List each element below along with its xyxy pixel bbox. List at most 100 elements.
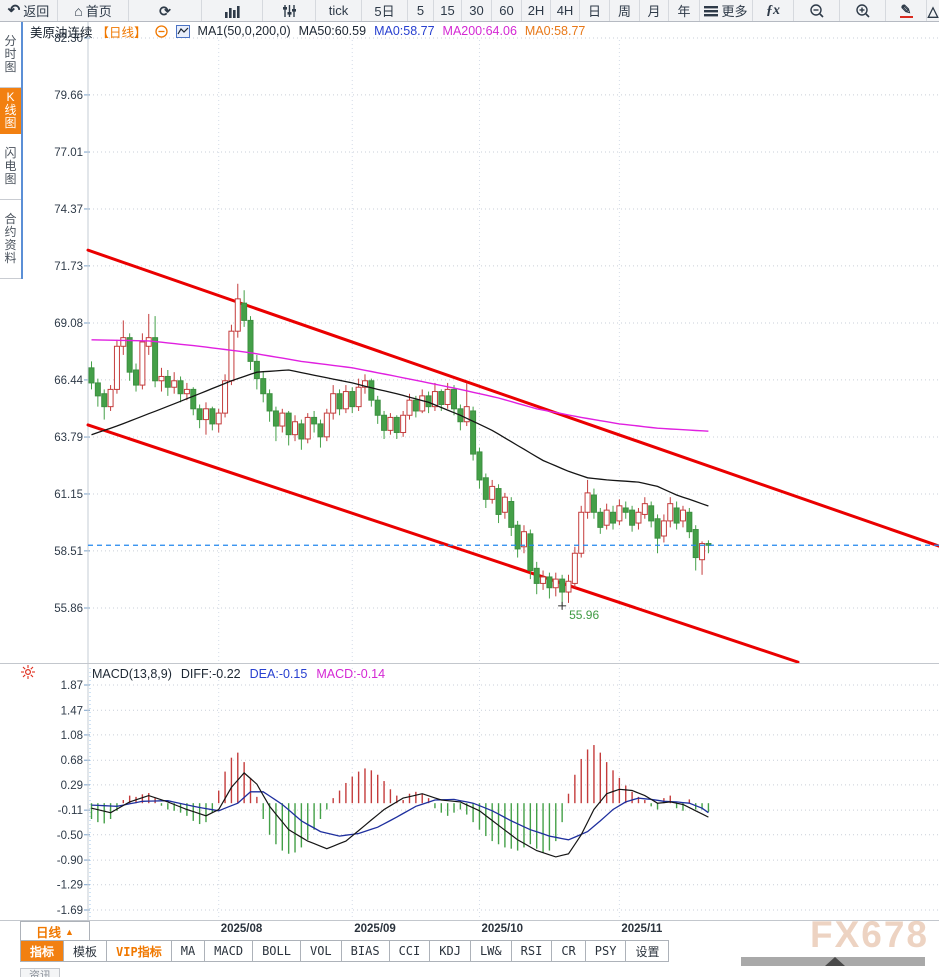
ma50-value: MA50:60.59 bbox=[298, 24, 367, 38]
toolbar-sliders-button[interactable] bbox=[263, 0, 316, 21]
toolbar-more-button[interactable]: 更多 bbox=[700, 0, 753, 21]
toolbar-mon-button[interactable]: 月 bbox=[640, 0, 669, 21]
ma0-blue-value: MA0:58.77 bbox=[374, 24, 435, 38]
chart-canvas[interactable]: 82.30 79.66 77.01 74.37 71.73 69.08 66.44 63.79… bbox=[0, 22, 939, 920]
symbol-name: 美原油连续 bbox=[30, 25, 93, 40]
x-axis-label-2025-08: 2025/08 bbox=[220, 923, 263, 935]
svg-text:58.51: 58.51 bbox=[54, 546, 83, 558]
scrollbar-handle[interactable] bbox=[741, 957, 925, 966]
scrollbar-arrow-icon bbox=[825, 957, 845, 966]
svg-text:79.66: 79.66 bbox=[54, 90, 83, 102]
tab-news-cutoff[interactable]: 资讯 bbox=[20, 968, 60, 977]
macd-diff-value: DIFF:-0.22 bbox=[180, 666, 241, 681]
chart-header: 美原油连续 【日线】 MA1(50,0,200,0) MA50:60.59 MA… bbox=[30, 23, 586, 40]
watermark: FX678 bbox=[809, 914, 929, 955]
tab-lw[interactable]: LW& bbox=[471, 941, 512, 961]
diff-line bbox=[91, 772, 709, 858]
toolbar-n5-button[interactable]: 5 bbox=[408, 0, 434, 21]
svg-text:63.79: 63.79 bbox=[54, 432, 83, 444]
period-selector[interactable]: 日线 ▲ bbox=[20, 921, 90, 942]
toolbar-back-label: 返回 bbox=[23, 4, 50, 19]
collapse-icon[interactable] bbox=[154, 24, 168, 38]
toolbar-n5-label: 5 bbox=[416, 3, 425, 18]
sidebar-item-2[interactable]: K 线 图 bbox=[0, 88, 21, 134]
toolbar-h4-button[interactable]: 4H bbox=[551, 0, 580, 21]
home-icon: ⌂ bbox=[74, 2, 83, 19]
tab-cr[interactable]: CR bbox=[552, 941, 586, 961]
main-gridlines: 82.30 79.66 77.01 74.37 71.73 69.08 66.44 63.79… bbox=[54, 33, 939, 615]
chart-thumbnail-icon[interactable] bbox=[175, 24, 190, 38]
x-axis-label-2025-11: 2025/11 bbox=[621, 923, 663, 935]
x-axis-label-2025-10: 2025/10 bbox=[481, 923, 524, 935]
toolbar-tick-button[interactable]: tick bbox=[316, 0, 362, 21]
toolbar-n30-button[interactable]: 30 bbox=[462, 0, 492, 21]
toolbar-home-button[interactable]: ⌂ 首页 bbox=[58, 0, 129, 21]
macd-settings-icon[interactable] bbox=[20, 664, 36, 685]
toolbar-day-button[interactable]: 日 bbox=[580, 0, 610, 21]
toolbar-year-button[interactable]: 年 bbox=[669, 0, 700, 21]
tab-rsi[interactable]: RSI bbox=[512, 941, 553, 961]
tab-ma[interactable]: MA bbox=[172, 941, 206, 961]
tab-vip指标[interactable]: VIP指标 bbox=[107, 941, 172, 961]
menu-icon bbox=[704, 5, 719, 17]
sidebar-item-3[interactable]: 闪 电 图 bbox=[0, 134, 21, 200]
tab-boll[interactable]: BOLL bbox=[253, 941, 301, 961]
axis-separator bbox=[0, 920, 939, 921]
svg-text:82.30: 82.30 bbox=[54, 33, 83, 45]
svg-text:-0.50: -0.50 bbox=[57, 830, 83, 842]
tab-vol[interactable]: VOL bbox=[301, 941, 342, 961]
sidebar-item-4[interactable]: 合 约 资 料 bbox=[0, 200, 21, 279]
back-arrow-icon: ↶ bbox=[7, 2, 21, 19]
tab-macd[interactable]: MACD bbox=[205, 941, 254, 961]
toolbar-charttype-button[interactable] bbox=[202, 0, 263, 21]
svg-text:1.08: 1.08 bbox=[61, 730, 83, 742]
sidebar-item-1[interactable]: 分 时 图 bbox=[0, 22, 21, 88]
candles-layer bbox=[88, 283, 712, 606]
tab-模板[interactable]: 模板 bbox=[64, 941, 108, 961]
zoom-in-icon bbox=[855, 3, 871, 19]
triangle-icon: △ bbox=[927, 2, 939, 19]
svg-text:71.73: 71.73 bbox=[54, 261, 83, 273]
fx-icon: ƒx bbox=[766, 2, 780, 18]
toolbar-fx-button[interactable]: ƒx bbox=[753, 0, 794, 21]
toolbar-week-button[interactable]: 周 bbox=[610, 0, 640, 21]
macd-dea-value: DEA:-0.15 bbox=[249, 666, 308, 681]
svg-text:77.01: 77.01 bbox=[54, 147, 83, 159]
period-selector-label: 日线 bbox=[36, 926, 62, 940]
svg-text:1.87: 1.87 bbox=[61, 680, 83, 692]
toolbar-d5-button[interactable]: 5日 bbox=[362, 0, 408, 21]
toolbar-n60-button[interactable]: 60 bbox=[492, 0, 522, 21]
svg-text:55.86: 55.86 bbox=[54, 603, 83, 615]
tab-kdj[interactable]: KDJ bbox=[430, 941, 471, 961]
ma200-value: MA200:64.06 bbox=[442, 24, 517, 38]
tab-cci[interactable]: CCI bbox=[390, 941, 431, 961]
toolbar-zout-button[interactable] bbox=[794, 0, 840, 21]
toolbar-n15-button[interactable]: 15 bbox=[434, 0, 462, 21]
period-tag: 【日线】 bbox=[96, 25, 147, 40]
toolbar-pen-button[interactable]: ✎ bbox=[886, 0, 927, 21]
svg-text:69.08: 69.08 bbox=[54, 318, 83, 330]
toolbar-refresh-button[interactable]: ⟳ bbox=[129, 0, 202, 21]
toolbar: ↶ 返回 ⌂ 首页 ⟳ tick 5日 5 15 30 60 2H 4H 日周月年更多 ƒx ✎ △ bbox=[0, 0, 939, 22]
svg-text:-1.69: -1.69 bbox=[57, 905, 83, 917]
refresh-icon: ⟳ bbox=[159, 2, 171, 19]
tab-psy[interactable]: PSY bbox=[586, 941, 627, 961]
toolbar-h2-button[interactable]: 2H bbox=[522, 0, 551, 21]
toolbar-tri-button[interactable]: △ bbox=[927, 0, 939, 21]
macd-histogram bbox=[90, 745, 710, 854]
toolbar-tick-label: tick bbox=[328, 3, 349, 18]
ma0-orange-value: MA0:58.77 bbox=[524, 24, 586, 38]
toolbar-more-label: 更多 bbox=[721, 4, 748, 19]
tab-设置[interactable]: 设置 bbox=[626, 941, 670, 961]
tab-指标[interactable]: 指标 bbox=[20, 941, 65, 961]
pencil-icon: ✎ bbox=[899, 2, 913, 18]
toolbar-n15-label: 15 bbox=[440, 3, 455, 18]
toolbar-n60-label: 60 bbox=[499, 3, 514, 18]
toolbar-back-button[interactable]: ↶ 返回 bbox=[0, 0, 58, 21]
macd-gridlines: 1.87 1.47 1.08 0.68 0.29 -0.11 -0.50 -0.90 -1.29… bbox=[57, 680, 939, 917]
macd-macd-value: MACD:-0.14 bbox=[316, 666, 386, 681]
x-axis-label-2025-09: 2025/09 bbox=[354, 923, 396, 935]
tab-bias[interactable]: BIAS bbox=[342, 941, 390, 961]
sliders-icon bbox=[282, 4, 297, 18]
toolbar-zin-button[interactable] bbox=[840, 0, 886, 21]
